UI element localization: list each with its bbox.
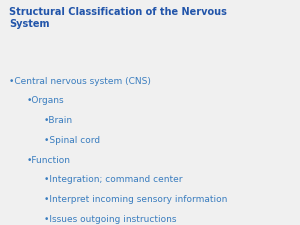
Text: •Function: •Function <box>27 156 71 165</box>
Text: •Integration; command center: •Integration; command center <box>44 176 182 184</box>
Text: •Spinal cord: •Spinal cord <box>44 136 100 145</box>
Text: •Brain: •Brain <box>44 116 73 125</box>
Text: •Organs: •Organs <box>27 96 64 105</box>
Text: •Issues outgoing instructions: •Issues outgoing instructions <box>44 215 176 224</box>
Text: •Interpret incoming sensory information: •Interpret incoming sensory information <box>44 195 227 204</box>
Text: Structural Classification of the Nervous
System: Structural Classification of the Nervous… <box>9 7 227 29</box>
Text: •Central nervous system (CNS): •Central nervous system (CNS) <box>9 76 151 86</box>
